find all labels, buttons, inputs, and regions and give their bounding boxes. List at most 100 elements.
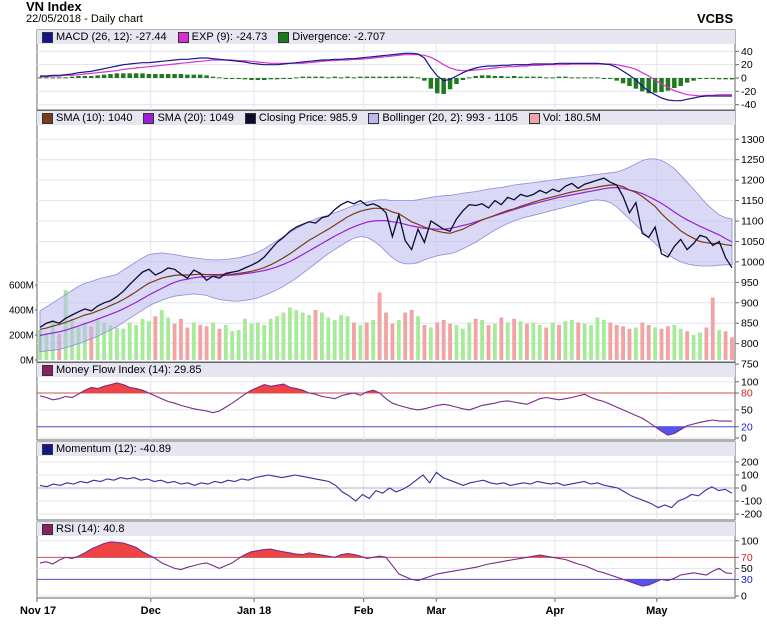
- divergence-bar: [710, 78, 716, 79]
- legend-swatch: [143, 112, 155, 124]
- divergence-bar: [492, 76, 498, 78]
- volume-bar: [159, 310, 164, 360]
- legend-label: Money Flow Index (14): 29.85: [56, 364, 202, 376]
- volume-bar: [537, 325, 542, 360]
- divergence-bar: [556, 76, 562, 78]
- macd-ytick-label: 40: [741, 46, 753, 58]
- divergence-bar: [473, 76, 478, 78]
- x-tick-label: Nov 17: [20, 605, 56, 617]
- divergence-bar: [313, 76, 318, 78]
- momentum-ytick-label: 0: [741, 483, 747, 495]
- volume-bar: [627, 328, 632, 360]
- volume-bar: [358, 325, 363, 360]
- divergence-bar: [428, 78, 434, 89]
- divergence-bar: [133, 73, 139, 78]
- divergence-bar: [364, 76, 370, 78]
- volume-bar: [108, 325, 113, 360]
- divergence-bar: [396, 76, 402, 78]
- momentum-legend: Momentum (12): -40.89: [37, 442, 735, 456]
- volume-bar: [95, 318, 100, 360]
- volume-bar: [633, 327, 638, 360]
- mfi-oversold-area: [40, 426, 732, 436]
- volume-bar: [377, 292, 382, 360]
- price-ytick-label: 900: [741, 297, 759, 309]
- volume-bar: [294, 310, 299, 360]
- divergence-bar: [377, 76, 382, 78]
- volume-bar: [114, 327, 119, 360]
- mfi-ytick-label: 0: [741, 433, 747, 445]
- volume-bar: [691, 335, 696, 360]
- macd-legend: MACD (26, 12): -27.44 EXP (9): -24.73 Dive…: [37, 30, 735, 44]
- divergence-bar: [255, 78, 261, 80]
- volume-bar: [730, 337, 734, 360]
- divergence-bar: [447, 78, 453, 90]
- divergence-bar: [294, 77, 299, 79]
- volume-bar: [179, 318, 183, 360]
- legend-label: SMA (20): 1049: [157, 112, 234, 124]
- closing-price-line: [39, 177, 733, 328]
- price-ytick-label: 1150: [741, 195, 764, 207]
- macd-ytick-label: -20: [741, 86, 756, 98]
- macd-legend-bar: [37, 30, 735, 44]
- volume-bar: [576, 322, 581, 360]
- momentum-ytick-label: -100: [741, 496, 762, 508]
- volume-bar: [140, 318, 145, 360]
- divergence-bar: [358, 76, 363, 78]
- volume-bar: [685, 331, 690, 360]
- macd-ytick-label: 0: [741, 73, 747, 85]
- divergence-bar: [499, 76, 504, 78]
- volume-bar: [243, 318, 247, 360]
- mfi-line: [39, 382, 733, 436]
- divergence-bar: [588, 77, 594, 79]
- volume-bar: [403, 312, 408, 360]
- volume-bar: [480, 320, 485, 360]
- divergence-bar: [543, 77, 549, 79]
- volume-tick-label: 200M: [9, 331, 34, 342]
- legend-label: Divergence: -2.707: [292, 31, 386, 43]
- volume-bar: [166, 317, 171, 360]
- volume-bar: [666, 326, 670, 360]
- mfi-ytick-label: 20: [741, 421, 753, 433]
- legend-swatch: [42, 112, 53, 124]
- momentum-ytick-label: 100: [741, 469, 759, 481]
- divergence-bar: [351, 77, 357, 79]
- divergence-bar: [390, 76, 395, 78]
- volume-bar: [659, 328, 664, 360]
- mfi-legend: Money Flow Index (14): 29.85: [37, 363, 735, 377]
- divergence-bar: [716, 78, 722, 80]
- volume-bar: [723, 331, 728, 360]
- legend-label: EXP (9): -24.73: [191, 31, 268, 43]
- volume-bar: [134, 325, 139, 360]
- divergence-bar: [550, 77, 555, 79]
- divergence-bar: [114, 73, 120, 78]
- divergence-bar: [614, 78, 619, 81]
- volume-bar: [396, 320, 401, 360]
- divergence-bar: [306, 76, 312, 78]
- volume-bar: [646, 325, 651, 360]
- volume-bar: [153, 316, 158, 360]
- divergence-bar: [563, 76, 568, 78]
- rsi-legend-bar: [37, 522, 735, 536]
- divergence-bar: [665, 78, 671, 91]
- volume-bar: [531, 322, 536, 360]
- divergence-bar: [172, 74, 177, 78]
- momentum-legend-bar: [37, 442, 735, 456]
- legend-swatch: [244, 112, 256, 124]
- divergence-bar: [140, 73, 145, 78]
- volume-bar: [223, 325, 228, 360]
- legend-swatch: [42, 443, 53, 455]
- divergence-bar: [633, 78, 639, 89]
- volume-bar: [345, 316, 350, 360]
- divergence-bar: [518, 76, 523, 78]
- divergence-bar: [101, 74, 107, 78]
- rsi-ytick-label: 70: [741, 552, 753, 564]
- macd-line: [40, 52, 732, 102]
- divergence-bar: [76, 76, 81, 78]
- legend-label: SMA (10): 1040: [56, 112, 133, 124]
- legend-item: MACD (26, 12): -27.44: [37, 31, 167, 43]
- divergence-bar: [620, 78, 626, 84]
- divergence-bar: [454, 78, 459, 84]
- divergence-bar: [659, 78, 664, 92]
- volume-bar: [390, 323, 395, 360]
